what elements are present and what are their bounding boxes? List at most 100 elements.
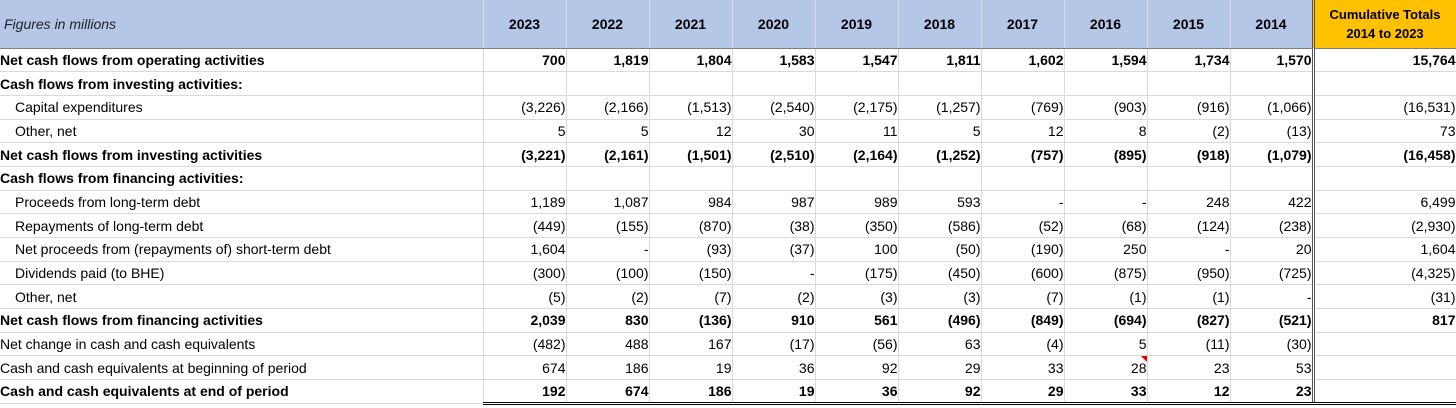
value-cell[interactable]: 1,604 bbox=[483, 237, 567, 262]
value-cell[interactable]: - bbox=[732, 261, 816, 286]
value-cell[interactable]: (875) bbox=[1064, 261, 1148, 286]
value-cell[interactable]: (13) bbox=[1230, 119, 1314, 144]
value-cell[interactable]: (11) bbox=[1147, 332, 1231, 357]
value-cell[interactable]: 8 bbox=[1064, 119, 1148, 144]
value-cell[interactable]: 12 bbox=[981, 119, 1065, 144]
value-cell[interactable]: (38) bbox=[732, 213, 816, 238]
value-cell[interactable]: (155) bbox=[566, 213, 650, 238]
value-cell[interactable]: (5) bbox=[483, 284, 567, 310]
value-cell[interactable] bbox=[566, 166, 650, 191]
value-cell[interactable] bbox=[732, 166, 816, 191]
cumulative-total-cell[interactable]: (2,930) bbox=[1311, 213, 1456, 238]
value-cell[interactable] bbox=[981, 166, 1065, 191]
value-cell[interactable]: 5 bbox=[483, 119, 567, 144]
row-label[interactable]: Net cash flows from financing activities bbox=[0, 308, 484, 333]
value-cell[interactable]: 100 bbox=[815, 237, 899, 262]
value-cell[interactable]: (56) bbox=[815, 332, 899, 357]
row-label[interactable]: Cash and cash equivalents at end of peri… bbox=[0, 379, 484, 404]
cumulative-total-cell[interactable]: (31) bbox=[1311, 284, 1456, 310]
value-cell[interactable]: 33 bbox=[981, 355, 1065, 381]
row-label[interactable]: Net cash flows from investing activities bbox=[0, 142, 484, 167]
value-cell[interactable] bbox=[1230, 166, 1314, 191]
value-cell[interactable]: (2) bbox=[1147, 119, 1231, 144]
value-cell[interactable]: 2,039 bbox=[483, 308, 567, 333]
value-cell[interactable]: (2,510) bbox=[732, 142, 816, 167]
value-cell[interactable] bbox=[649, 71, 733, 96]
value-cell[interactable] bbox=[815, 166, 899, 191]
value-cell[interactable]: (136) bbox=[649, 308, 733, 333]
row-label[interactable]: Net cash flows from operating activities bbox=[0, 48, 484, 73]
value-cell[interactable]: (190) bbox=[981, 237, 1065, 262]
row-label[interactable]: Capital expenditures bbox=[0, 95, 484, 120]
cumulative-total-cell[interactable]: 817 bbox=[1311, 308, 1456, 333]
year-header[interactable]: 2022 bbox=[566, 0, 650, 49]
value-cell[interactable]: (1) bbox=[1064, 284, 1148, 310]
cumulative-header[interactable]: Cumulative Totals 2014 to 2023 bbox=[1311, 0, 1456, 49]
cumulative-total-cell[interactable] bbox=[1311, 355, 1456, 381]
value-cell[interactable]: 989 bbox=[815, 190, 899, 215]
value-cell[interactable]: 593 bbox=[898, 190, 982, 215]
row-label[interactable]: Dividends paid (to BHE) bbox=[0, 261, 484, 286]
value-cell[interactable] bbox=[1147, 71, 1231, 96]
value-cell[interactable]: 36 bbox=[815, 379, 899, 405]
value-cell[interactable]: 1,602 bbox=[981, 48, 1065, 73]
value-cell[interactable] bbox=[1230, 71, 1314, 96]
value-cell[interactable]: 1,804 bbox=[649, 48, 733, 73]
value-cell[interactable]: 92 bbox=[815, 355, 899, 381]
value-cell[interactable]: (3) bbox=[815, 284, 899, 310]
value-cell[interactable]: 23 bbox=[1230, 379, 1314, 405]
value-cell[interactable]: (521) bbox=[1230, 308, 1314, 333]
value-cell[interactable]: 167 bbox=[649, 332, 733, 357]
value-cell[interactable]: (1,513) bbox=[649, 95, 733, 120]
value-cell[interactable] bbox=[898, 71, 982, 96]
value-cell[interactable]: (50) bbox=[898, 237, 982, 262]
value-cell[interactable]: 674 bbox=[566, 379, 650, 405]
value-cell[interactable]: (1) bbox=[1147, 284, 1231, 310]
row-label[interactable]: Other, net bbox=[0, 119, 484, 144]
value-cell[interactable]: (100) bbox=[566, 261, 650, 286]
value-cell[interactable]: (238) bbox=[1230, 213, 1314, 238]
value-cell[interactable]: (450) bbox=[898, 261, 982, 286]
value-cell[interactable] bbox=[566, 71, 650, 96]
value-cell[interactable]: (2,175) bbox=[815, 95, 899, 120]
value-cell[interactable]: (903) bbox=[1064, 95, 1148, 120]
value-cell[interactable]: 674 bbox=[483, 355, 567, 381]
value-cell[interactable]: - bbox=[1230, 284, 1314, 310]
row-label[interactable]: Other, net bbox=[0, 284, 484, 310]
value-cell[interactable]: (600) bbox=[981, 261, 1065, 286]
value-cell[interactable]: 250 bbox=[1064, 237, 1148, 262]
value-cell[interactable]: (918) bbox=[1147, 142, 1231, 167]
value-cell[interactable]: (870) bbox=[649, 213, 733, 238]
row-label[interactable]: Net change in cash and cash equivalents bbox=[0, 332, 484, 357]
value-cell[interactable]: 1,570 bbox=[1230, 48, 1314, 73]
value-cell[interactable]: 1,189 bbox=[483, 190, 567, 215]
value-cell[interactable]: (300) bbox=[483, 261, 567, 286]
value-cell[interactable]: 33 bbox=[1064, 379, 1148, 405]
value-cell[interactable]: (482) bbox=[483, 332, 567, 357]
row-label[interactable]: Cash flows from investing activities: bbox=[0, 71, 484, 96]
value-cell[interactable]: (950) bbox=[1147, 261, 1231, 286]
value-cell[interactable]: (496) bbox=[898, 308, 982, 333]
value-cell[interactable]: (93) bbox=[649, 237, 733, 262]
value-cell[interactable]: (30) bbox=[1230, 332, 1314, 357]
value-cell[interactable]: 186 bbox=[566, 355, 650, 381]
value-cell[interactable] bbox=[1147, 166, 1231, 191]
value-cell[interactable]: 1,734 bbox=[1147, 48, 1231, 73]
value-cell[interactable]: 5 bbox=[566, 119, 650, 144]
value-cell[interactable]: (2) bbox=[566, 284, 650, 310]
value-cell[interactable] bbox=[649, 166, 733, 191]
value-cell[interactable]: 20 bbox=[1230, 237, 1314, 262]
value-cell[interactable]: 910 bbox=[732, 308, 816, 333]
value-cell[interactable]: 561 bbox=[815, 308, 899, 333]
value-cell[interactable]: - bbox=[566, 237, 650, 262]
value-cell[interactable]: (1,501) bbox=[649, 142, 733, 167]
value-cell[interactable]: (7) bbox=[981, 284, 1065, 310]
row-label[interactable]: Cash and cash equivalents at beginning o… bbox=[0, 355, 484, 381]
value-cell[interactable]: (2,164) bbox=[815, 142, 899, 167]
value-cell[interactable]: (2,540) bbox=[732, 95, 816, 120]
year-header[interactable]: 2016 bbox=[1064, 0, 1148, 49]
value-cell[interactable]: 1,811 bbox=[898, 48, 982, 73]
value-cell[interactable]: (3,226) bbox=[483, 95, 567, 120]
value-cell[interactable]: (2,161) bbox=[566, 142, 650, 167]
value-cell[interactable]: (769) bbox=[981, 95, 1065, 120]
